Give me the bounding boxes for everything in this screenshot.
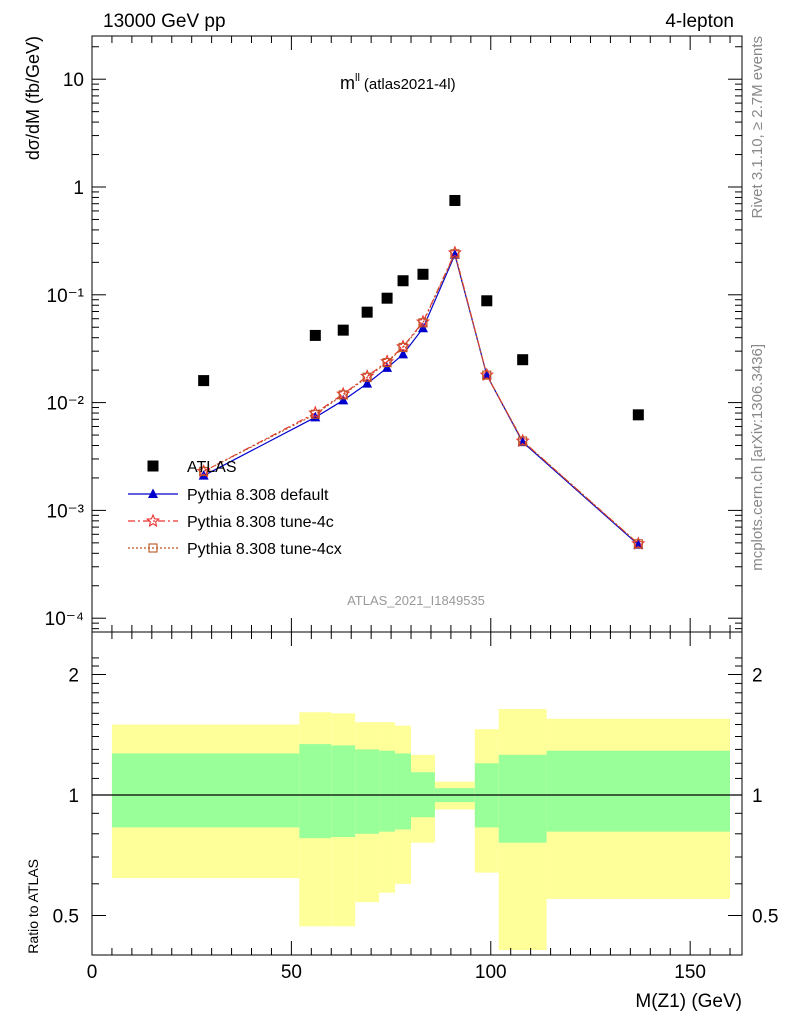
series-3-point-5 <box>398 342 408 352</box>
series-3-point-8 <box>482 370 492 380</box>
ratio-tick-label-right-2: 2 <box>752 666 763 687</box>
ratio-band-inner-2 <box>331 745 356 838</box>
series-3-point-0 <box>199 466 209 476</box>
series-0-point-5 <box>397 275 409 287</box>
series-0-point-9 <box>517 354 529 366</box>
series-0-point-4 <box>381 292 393 304</box>
legend-marker-1 <box>148 488 158 498</box>
series-0-point-0 <box>198 375 210 387</box>
plot-label-sup: ll <box>355 72 360 84</box>
y-tick-label-1: 10⁻³ <box>47 501 85 522</box>
header-right-label: 4-lepton <box>665 11 734 32</box>
ratio-band-inner-0 <box>111 753 300 828</box>
side-top-label: Rivet 3.1.10, ≥ 2.7M events <box>749 36 766 219</box>
series-3-point-7 <box>450 249 460 259</box>
legend: ATLAS Pythia 8.308 default Pythia 8.308 tu… <box>128 459 342 558</box>
ratio-band-inner-5 <box>395 753 412 830</box>
y-tick-label-3: 10⁻¹ <box>47 286 85 307</box>
ratio-tick-label-left-1: 1 <box>68 786 79 807</box>
plot-label: mll (atlas2021-4l) <box>340 72 456 93</box>
ratio-panel-frame <box>91 631 743 956</box>
series-3-point-1 <box>310 409 320 419</box>
series-3-point-10 <box>633 539 643 549</box>
series-3-point-2 <box>338 390 348 400</box>
series-0-point-1 <box>309 329 321 341</box>
series-3-point-4 <box>382 358 392 368</box>
y-tick-label-4: 1 <box>73 178 84 199</box>
series-1-point-5 <box>398 348 409 359</box>
ratio-bands <box>111 708 731 950</box>
series-1-point-6 <box>417 322 428 333</box>
series-0-point-8 <box>481 295 493 307</box>
series-0-point-6 <box>417 268 429 280</box>
y-tick-label-5: 10 <box>63 70 84 91</box>
series-3-point-3 <box>362 372 372 382</box>
series-0-point-2 <box>337 324 349 336</box>
plot-label-main: m <box>340 73 355 93</box>
ratio-tick-label-right-1: 1 <box>752 786 763 807</box>
ratio-tick-label-left-0: 0.5 <box>53 907 79 928</box>
x-axis-label: M(Z1) (GeV) <box>635 991 742 1012</box>
legend-marker-0 <box>147 460 159 472</box>
y-tick-label-2: 10⁻² <box>47 394 85 415</box>
ratio-band-inner-10 <box>546 750 731 832</box>
axes: 0 50 100 150 10⁻⁴ 10⁻³ 10⁻² 10⁻¹ 1 10 0.5 0.5 1 1 2 2 <box>45 35 778 983</box>
series-1-point-3 <box>362 378 373 388</box>
header-left-label: 13000 GeV pp <box>103 11 226 32</box>
y-axis-label: dσ/dM (fb/GeV) <box>23 36 43 160</box>
plot-label-sub: (atlas2021-4l) <box>364 76 456 93</box>
analysis-id-label: ATLAS_2021_I1849535 <box>347 593 485 608</box>
legend-label-2: Pythia 8.308 tune-4c <box>187 514 334 531</box>
x-tick-label-3: 150 <box>674 962 706 983</box>
series-3-point-9 <box>518 436 528 446</box>
ratio-tick-label-right-0: 0.5 <box>752 907 778 928</box>
series-1-point-1 <box>310 411 321 422</box>
ratio-y-axis-label: Ratio to ATLAS <box>25 859 41 954</box>
x-tick-label-1: 50 <box>281 962 302 983</box>
legend-marker-2 <box>145 513 161 528</box>
ratio-band-inner-1 <box>299 744 332 839</box>
side-bottom-label: mcplots.cern.ch [arXiv:1306.3436] <box>749 344 766 571</box>
series-1-point-2 <box>338 394 349 405</box>
series-markers <box>196 194 646 550</box>
series-0-point-3 <box>361 306 373 318</box>
legend-label-0: ATLAS <box>187 459 237 476</box>
legend-label-3: Pythia 8.308 tune-4cx <box>187 541 342 558</box>
ratio-band-inner-3 <box>355 749 380 834</box>
x-tick-label-0: 0 <box>87 962 98 983</box>
ratio-tick-label-left-2: 2 <box>68 666 79 687</box>
series-0-point-10 <box>632 409 644 421</box>
y-tick-label-0: 10⁻⁴ <box>45 609 84 630</box>
ratio-band-inner-9 <box>498 754 547 843</box>
series-0-point-7 <box>449 194 461 206</box>
series-3-point-6 <box>418 318 428 328</box>
x-tick-label-2: 100 <box>475 962 507 983</box>
series-line-3 <box>203 252 639 545</box>
legend-marker-3 <box>148 543 158 553</box>
ratio-band-inner-4 <box>379 750 396 832</box>
legend-label-1: Pythia 8.308 default <box>187 487 329 504</box>
